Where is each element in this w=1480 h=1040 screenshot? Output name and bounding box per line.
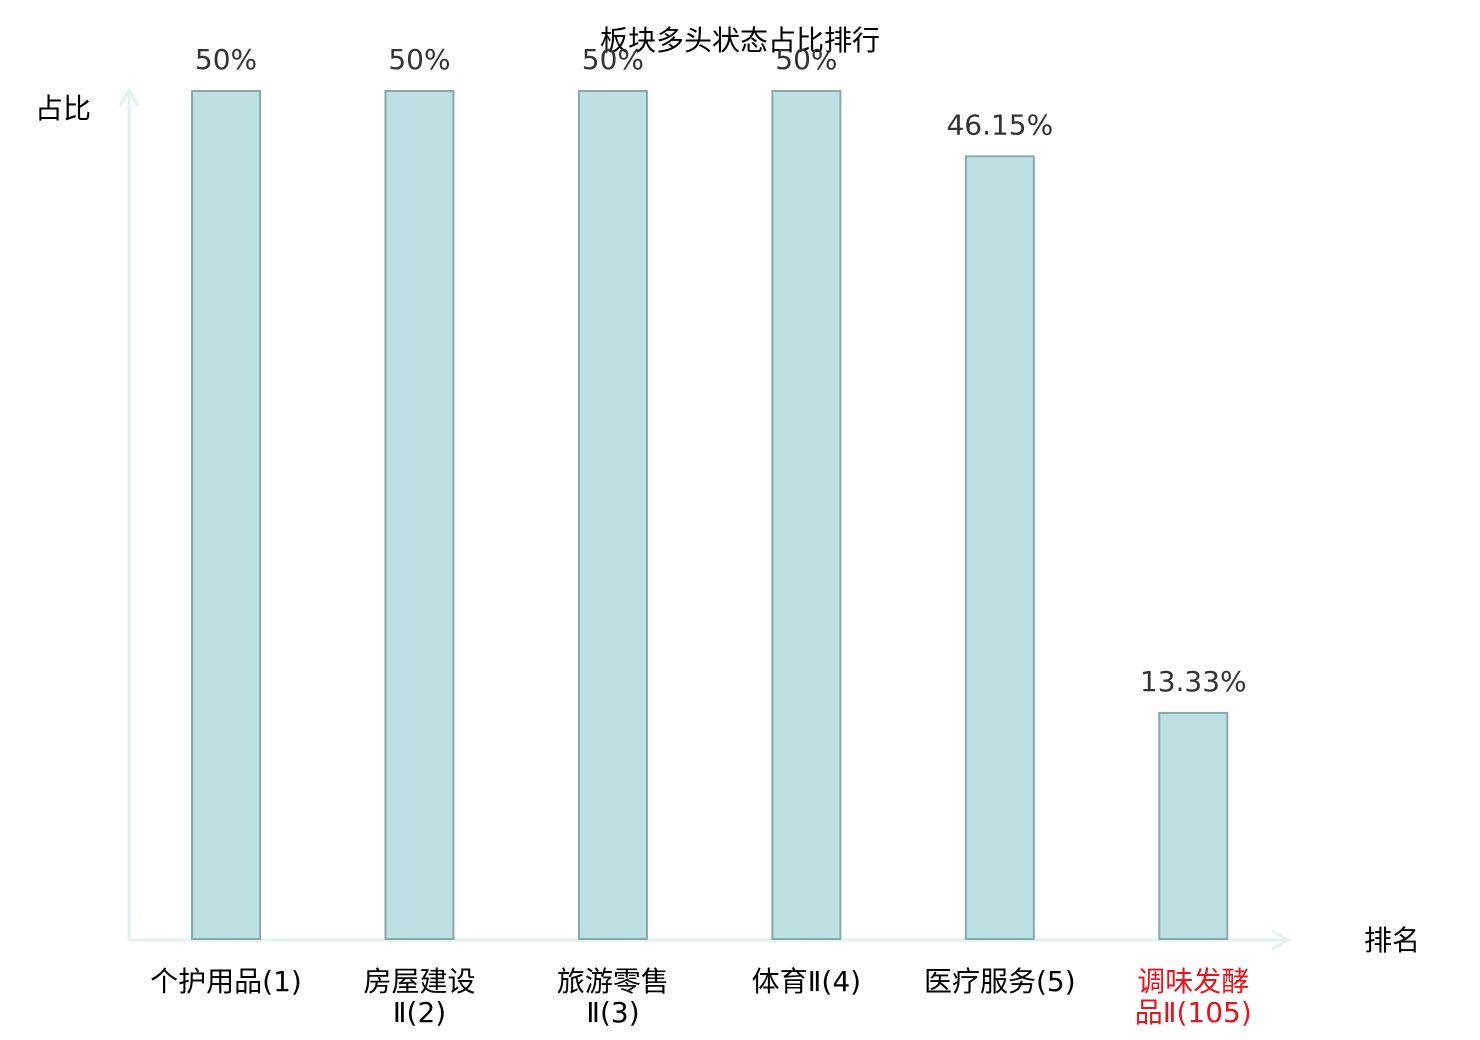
- x-tick-label: 体育Ⅱ(4): [751, 965, 862, 998]
- x-tick-label: 房屋建设 Ⅱ(2): [363, 965, 476, 1029]
- y-axis-arrow: [118, 86, 140, 107]
- value-label: 50%: [775, 43, 837, 76]
- value-label: 13.33%: [1140, 665, 1247, 698]
- value-label: 50%: [388, 43, 450, 76]
- x-axis-arrow: [1271, 929, 1292, 951]
- bar: [771, 90, 842, 940]
- bar: [191, 90, 262, 940]
- chart-title: 板块多头状态占比排行: [600, 24, 880, 57]
- x-tick-label: 个护用品(1): [150, 965, 302, 998]
- x-axis-label: 排名: [1364, 924, 1420, 957]
- x-tick-label: 旅游零售 Ⅱ(3): [556, 965, 669, 1029]
- bar: [577, 90, 648, 940]
- bar: [1158, 711, 1229, 941]
- bar: [384, 90, 455, 940]
- value-label: 50%: [195, 43, 257, 76]
- bar: [964, 155, 1035, 940]
- value-label: 46.15%: [946, 108, 1053, 141]
- y-axis-label: 占比: [35, 92, 91, 125]
- value-label: 50%: [582, 43, 644, 76]
- x-tick-label: 医疗服务(5): [923, 965, 1076, 998]
- axes: [118, 86, 1292, 951]
- x-tick-label: 调味发酵 品Ⅱ(105): [1134, 965, 1252, 1029]
